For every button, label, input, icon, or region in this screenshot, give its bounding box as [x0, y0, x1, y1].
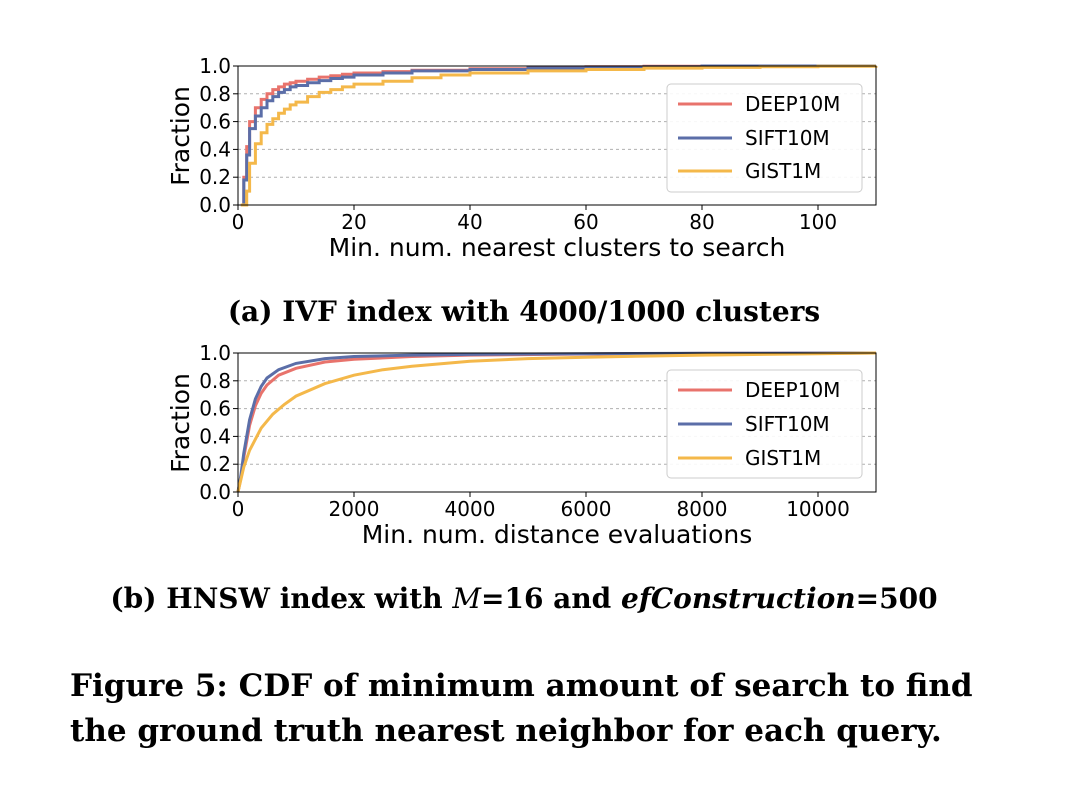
chart-hnsw-xlabel: Min. num. distance evaluations: [362, 520, 753, 549]
chart-ivf-ytick-label: 0.4: [199, 137, 231, 161]
chart-hnsw-ytick-label: 0.6: [199, 397, 231, 421]
chart-ivf-xtick-label: 100: [799, 210, 837, 234]
chart-ivf: 0 20 40 60 80 100 0.0 0.2 0.4 0.6 0.8 1.0 Min. num…: [166, 54, 878, 262]
chart-ivf-xlabel: Min. num. nearest clusters to search: [329, 233, 786, 262]
chart-ivf-yticks: 0.0 0.2 0.4 0.6 0.8 1.0: [199, 54, 238, 217]
chart-ivf-legend-box: [666, 83, 863, 193]
subcaption-b-m-val: =16 and: [481, 582, 621, 615]
chart-hnsw-series: [236, 351, 877, 493]
subcaption-b-ef-var: efConstruction: [621, 582, 856, 615]
subcaption-b-prefix: (b) HNSW index with: [110, 582, 452, 615]
chart-ivf-xtick-label: 40: [457, 210, 482, 234]
chart-hnsw-xtick-label: 4000: [445, 497, 496, 521]
subcaption-b: (b) HNSW index with M=16 and efConstruct…: [110, 582, 937, 615]
chart-hnsw-plot-frame: [237, 352, 877, 493]
chart-ivf-xtick-label: 60: [573, 210, 598, 234]
chart-hnsw-ytick-label: 0.8: [199, 369, 231, 393]
chart-hnsw-ytick-label: 1.0: [199, 341, 231, 365]
chart-hnsw-yticks: 0.0 0.2 0.4 0.6 0.8 1.0: [199, 341, 238, 504]
chart-ivf-ylabel: Fraction: [166, 86, 195, 186]
legend-label-sift10m: SIFT10M: [745, 412, 830, 436]
chart-ivf-ytick-label: 0.2: [199, 165, 231, 189]
chart-hnsw-xticks: 0 2000 4000 6000 8000 10000: [232, 492, 850, 521]
chart-hnsw-xtick-label: 8000: [677, 497, 728, 521]
chart-ivf-xticks: 0 20 40 60 80 100: [232, 205, 837, 234]
chart-hnsw-xtick-label: 0: [232, 497, 245, 521]
chart-hnsw: 0 2000 4000 6000 8000 10000 0.0 0.2 0.4 0.6 0.8 1.…: [166, 341, 877, 549]
figure-caption-line2: the ground truth nearest neighbor for ea…: [70, 713, 942, 749]
legend-label-gist1m: GIST1M: [745, 446, 821, 470]
chart-hnsw-xtick-label: 2000: [329, 497, 380, 521]
legend-label-sift10m: SIFT10M: [745, 126, 830, 150]
chart-ivf-ytick-label: 0.6: [199, 110, 231, 134]
chart-ivf-ytick-label: 0.8: [199, 82, 231, 106]
chart-ivf-xtick-label: 0: [232, 210, 245, 234]
chart-ivf-ytick-label: 1.0: [199, 54, 231, 78]
chart-hnsw-xtick-label: 6000: [561, 497, 612, 521]
chart-hnsw-legend-box: [666, 369, 863, 479]
chart-hnsw-ytick-label: 0.2: [199, 452, 231, 476]
chart-hnsw-legend: DEEP10M SIFT10M GIST1M: [666, 369, 863, 479]
chart-ivf-plot-frame: [237, 65, 877, 206]
chart-ivf-series: [240, 64, 878, 207]
chart-hnsw-series-sift10m: [236, 351, 877, 493]
chart-ivf-legend: DEEP10M SIFT10M GIST1M: [666, 83, 863, 193]
chart-hnsw-ylabel: Fraction: [166, 373, 195, 473]
chart-hnsw-ytick-label: 0.4: [199, 424, 231, 448]
chart-ivf-ytick-label: 0.0: [199, 193, 231, 217]
chart-hnsw-ytick-label: 0.0: [199, 480, 231, 504]
subcaption-b-ef-val: =500: [856, 582, 938, 615]
legend-label-gist1m: GIST1M: [745, 159, 821, 183]
legend-label-deep10m: DEEP10M: [745, 378, 840, 402]
chart-ivf-xtick-label: 80: [689, 210, 714, 234]
chart-ivf-series-gist1m: [240, 64, 878, 207]
chart-hnsw-series-gist1m: [236, 351, 877, 493]
chart-ivf-xtick-label: 20: [341, 210, 366, 234]
chart-ivf-series-sift10m: [240, 64, 876, 207]
subcaption-a: (a) IVF index with 4000/1000 clusters: [228, 295, 820, 328]
subcaption-b-m-var: M: [451, 582, 482, 615]
figure-caption-line1: Figure 5: CDF of minimum amount of searc…: [70, 668, 973, 704]
legend-label-deep10m: DEEP10M: [745, 92, 840, 116]
chart-hnsw-xtick-label: 10000: [786, 497, 850, 521]
